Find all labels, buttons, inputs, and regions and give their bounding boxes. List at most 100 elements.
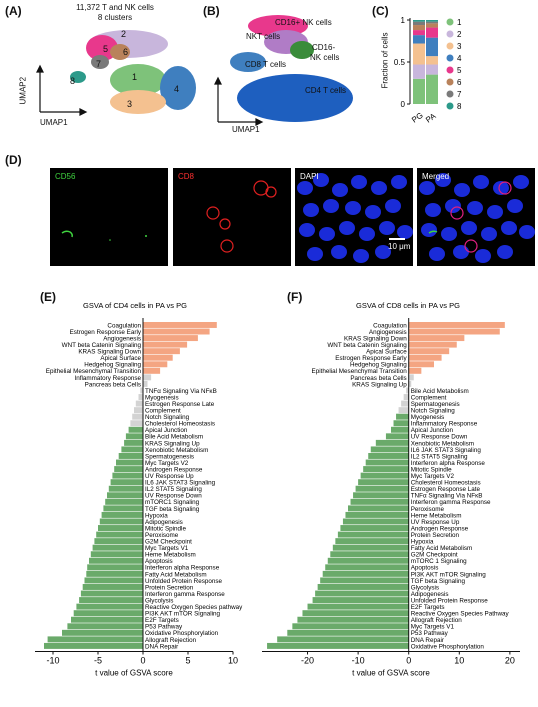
cluster-5-blob (86, 35, 118, 61)
chart-title: GSVA of CD4 cells in PA vs PG (83, 301, 187, 310)
bar-label: Angiogenesis (103, 335, 141, 342)
bar (408, 354, 442, 361)
bar (406, 387, 409, 394)
nk-cd16neg-blob (290, 41, 314, 59)
bar-label: Hypoxia (145, 512, 168, 519)
stack-seg-pa-6 (426, 23, 438, 28)
bar-label: Peroxisome (411, 506, 445, 513)
bar (124, 439, 143, 446)
bar (80, 590, 143, 597)
bar-label: Protein Secretion (411, 532, 460, 539)
bar-label: IL2 STAT5 Signaling (411, 453, 468, 460)
bar-label: PI3K AKT mTOR Signaling (145, 611, 221, 618)
bar (140, 387, 143, 394)
bar-label: Myogenesis (411, 414, 445, 421)
nucleus (481, 227, 497, 241)
bar (408, 374, 414, 381)
bar-label: Notch Signaling (411, 408, 456, 415)
bar-label: Coagulation (107, 322, 141, 329)
x-tick-label: 5 (185, 656, 190, 666)
bar (143, 354, 173, 361)
cluster-8-blob (70, 71, 86, 83)
panel-letter-d: (D) (5, 153, 22, 167)
stack-seg-pa-2 (426, 64, 438, 75)
bar (348, 505, 409, 512)
bar-label: Mitotic Spindle (145, 525, 186, 532)
bar (73, 610, 143, 617)
bar-label: UV Response Up (145, 473, 194, 480)
bar (118, 453, 143, 459)
bar-label: IL2 STAT5 Signaling (145, 486, 202, 493)
nucleus (391, 175, 407, 189)
bar (86, 570, 143, 577)
micro-merged-label: Merged (422, 172, 450, 181)
bar-label: Epithelial Mesenchymal Transition (46, 368, 142, 375)
legend-swatch-1 (446, 18, 454, 26)
panel-a-title: 11,372 T and NK cells 8 clusters (60, 3, 170, 23)
bar (408, 328, 500, 335)
stack-seg-pg-7 (413, 21, 425, 26)
bar-label: WNT beta Catenin Signaling (62, 342, 142, 349)
bar (103, 505, 143, 512)
bar (121, 446, 143, 453)
bar-label: WNT beta Catenin Signaling (327, 342, 407, 349)
bar-label: Myc Targets V2 (411, 473, 455, 480)
bar-label: mTORC 1 Signaling (411, 558, 467, 565)
legend-label-2: 2 (457, 30, 462, 39)
bar-label: Unfolded Protein Response (411, 597, 489, 604)
bar (143, 328, 210, 335)
bar-label: Estrogen Response Early (70, 329, 142, 336)
panel-letter-e: (E) (40, 290, 56, 304)
bar-label: Reactive Oxygen Species Pathway (411, 611, 510, 618)
bar (112, 472, 143, 479)
label-cd4: CD4 T cells (305, 86, 347, 95)
bar-label: Spermatogenesis (411, 401, 460, 408)
nucleus (461, 221, 477, 235)
bar-label: Glycolysis (411, 584, 439, 591)
x-tick-label: -10 (352, 656, 365, 666)
bar (297, 616, 409, 623)
bar (132, 413, 143, 420)
bar-label: E2F Targets (411, 604, 445, 611)
bar (353, 492, 409, 499)
bar (375, 439, 409, 446)
bar (340, 525, 409, 531)
bar (143, 322, 217, 328)
nucleus (493, 181, 509, 195)
legend-label-6: 6 (457, 78, 462, 87)
bar-label: IL6 JAK STAT3 Signaling (411, 447, 482, 454)
nucleus (454, 183, 470, 197)
group-pa: PA (424, 111, 438, 125)
bar (345, 511, 409, 518)
bar (302, 610, 409, 617)
bar (84, 577, 143, 584)
bar-label: Oxidative Phosphorylation (411, 643, 485, 650)
panel-b-umap (214, 15, 353, 126)
bar-label: TNFα Signaling Via NFκB (145, 388, 217, 395)
nucleus (385, 199, 401, 213)
panel-a-title-line1: 11,372 T and NK cells (76, 3, 154, 12)
bar-label: TGF beta Signaling (145, 506, 200, 513)
cluster-label-1: 1 (132, 72, 137, 82)
bar (87, 564, 143, 571)
cluster-1-blob (110, 64, 166, 96)
bar-label: KRAS Signaling Up (145, 440, 200, 447)
bar (315, 590, 409, 597)
bar-label: Inflammatory Response (411, 421, 478, 428)
bar (92, 544, 143, 551)
bar-label: KRAS Signaling Down (78, 349, 141, 356)
nucleus (421, 223, 437, 237)
bar (408, 367, 422, 374)
micro-cd56-label: CD56 (55, 172, 76, 181)
panel-a-umap: 2 5 6 7 8 1 4 3 (36, 29, 196, 116)
bar (125, 433, 143, 440)
label-cd8: CD8 T cells (245, 60, 287, 69)
label-nkt: NKT cells (246, 32, 281, 41)
bar (128, 426, 143, 433)
nucleus (375, 245, 391, 259)
bar (358, 479, 409, 486)
nucleus (351, 175, 367, 189)
panel-c-legend: 1 2 3 4 5 6 7 8 (446, 18, 462, 111)
nucleus (425, 203, 441, 217)
legend-label-8: 8 (457, 102, 462, 111)
